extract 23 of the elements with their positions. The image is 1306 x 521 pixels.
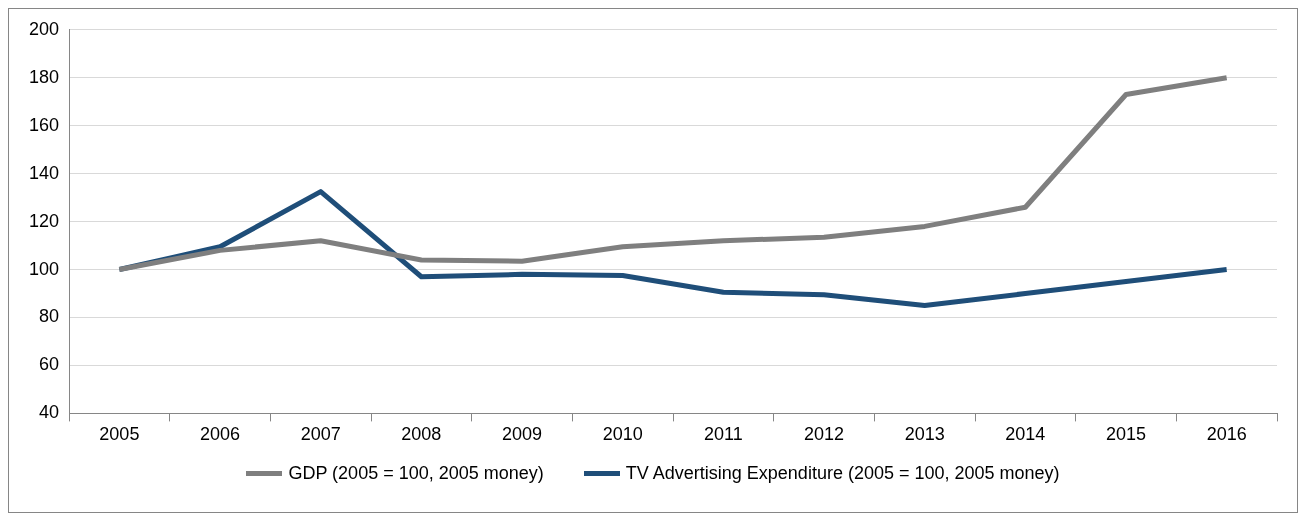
x-tick-label: 2009	[502, 424, 543, 445]
x-tick-label: 2013	[904, 424, 945, 445]
y-tick-label: 80	[39, 306, 60, 327]
y-tick-label: 120	[28, 210, 60, 231]
y-tick-label: 60	[39, 354, 60, 375]
x-tick-label: 2007	[300, 424, 341, 445]
legend-label: GDP (2005 = 100, 2005 money)	[288, 463, 544, 484]
x-tick-label: 2008	[401, 424, 442, 445]
x-tick-label: 2012	[803, 424, 845, 445]
y-tick-label: 180	[28, 66, 60, 87]
x-tick-label: 2015	[1105, 424, 1147, 445]
x-tick-label: 2005	[99, 424, 140, 445]
x-tick-label: 2011	[703, 424, 743, 445]
y-tick-label: 140	[28, 162, 60, 183]
x-tick-label: 2014	[1005, 424, 1046, 445]
y-tick-label: 100	[28, 258, 60, 279]
y-tick-label: 200	[28, 18, 60, 39]
x-tick-label: 2016	[1206, 424, 1247, 445]
y-tick-label: 160	[28, 114, 60, 135]
x-tick-label: 2010	[602, 424, 643, 445]
x-tick-label: 2006	[200, 424, 241, 445]
legend-label: TV Advertising Expenditure (2005 = 100, 2005 money)	[625, 463, 1060, 484]
y-tick-label: 40	[39, 402, 60, 423]
